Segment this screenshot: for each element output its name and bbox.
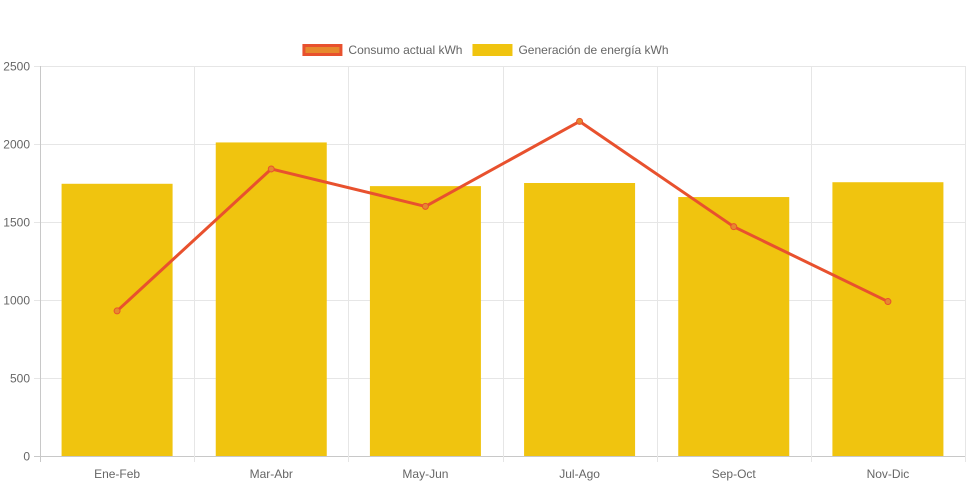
legend[interactable]: Consumo actual kWh Generación de energía … [302, 43, 669, 57]
legend-swatch [302, 44, 343, 56]
y-tick-label: 1500 [3, 216, 30, 230]
point-consumption[interactable] [576, 117, 584, 125]
x-tick-label: May-Jun [402, 467, 448, 481]
grid-lines [34, 66, 966, 462]
point-consumption[interactable] [421, 202, 429, 210]
legend-item-generation[interactable]: Generación de energía kWh [472, 43, 669, 57]
y-tick-label: 500 [10, 372, 30, 386]
x-tick-label: Sep-Oct [712, 467, 757, 481]
point-consumption[interactable] [113, 307, 121, 315]
line-consumption [115, 119, 890, 313]
bar-generation[interactable] [61, 183, 173, 456]
legend-item-consumption[interactable]: Consumo actual kWh [302, 43, 463, 57]
bar-generation[interactable] [524, 183, 636, 456]
bar-generation[interactable] [369, 186, 481, 456]
point-consumption[interactable] [267, 165, 275, 173]
consumption-line [113, 117, 892, 315]
legend-label: Consumo actual kWh [348, 43, 462, 57]
y-tick-label: 2000 [3, 138, 30, 152]
generation-bars [61, 142, 944, 457]
point-consumption[interactable] [730, 223, 738, 231]
x-tick-label: Ene-Feb [94, 467, 140, 481]
legend-label: Generación de energía kWh [518, 43, 668, 57]
y-tick-label: 2500 [3, 60, 30, 74]
y-tick-label: 1000 [3, 294, 30, 308]
point-consumption[interactable] [884, 298, 892, 306]
x-tick-label: Mar-Abr [250, 467, 293, 481]
bar-generation[interactable] [678, 197, 790, 457]
bar-generation[interactable] [215, 142, 327, 456]
axes: 0 500 1000 1500 2000 2500 Ene-Feb Mar-Abr May-Ju… [3, 60, 909, 482]
y-tick-label: 0 [23, 450, 30, 464]
bar-generation[interactable] [832, 182, 944, 456]
x-tick-label: Jul-Ago [559, 467, 600, 481]
x-tick-label: Nov-Dic [867, 467, 910, 481]
legend-swatch [472, 44, 513, 56]
